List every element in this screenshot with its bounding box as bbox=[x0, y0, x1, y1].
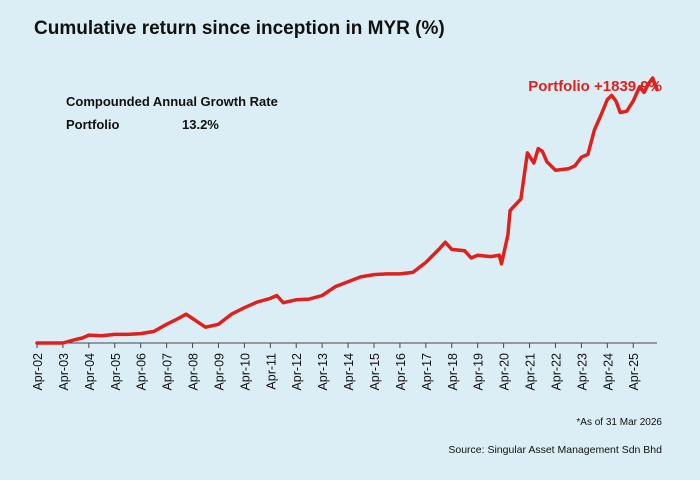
x-tick-label: Apr-05 bbox=[109, 353, 123, 391]
x-tick-label: Apr-09 bbox=[212, 353, 226, 391]
x-tick-label: Apr-21 bbox=[524, 353, 538, 391]
x-axis: Apr-02 Apr-03 Apr-04 Apr-05 Apr-06 Apr-07 Apr-… bbox=[31, 342, 657, 391]
x-tick-label: Apr-20 bbox=[498, 353, 512, 391]
cagr-box: Compounded Annual Growth Rate Portfolio … bbox=[66, 94, 278, 140]
x-tick-label: Apr-03 bbox=[57, 353, 71, 391]
x-tick-label: Apr-25 bbox=[627, 353, 641, 391]
series-line-portfolio bbox=[35, 76, 659, 345]
x-tick-label: Apr-15 bbox=[368, 353, 382, 391]
x-tick-label: Apr-19 bbox=[472, 353, 486, 391]
x-tick-label: Apr-17 bbox=[420, 353, 434, 391]
series-layer bbox=[35, 76, 659, 345]
x-tick-label: Apr-14 bbox=[342, 353, 356, 391]
x-tick-label: Apr-23 bbox=[575, 353, 589, 391]
cagr-heading: Compounded Annual Growth Rate bbox=[66, 94, 278, 109]
x-tick-label: Apr-04 bbox=[83, 353, 97, 391]
x-tick-label: Apr-11 bbox=[264, 353, 278, 390]
x-tick-label: Apr-06 bbox=[135, 353, 149, 391]
source-note: Source: Singular Asset Management Sdn Bh… bbox=[448, 444, 662, 456]
cagr-label: Portfolio bbox=[66, 117, 120, 132]
x-tick-label: Apr-22 bbox=[549, 353, 563, 391]
x-tick-label: Apr-13 bbox=[316, 353, 330, 391]
end-value-label: Portfolio +1839.9% bbox=[528, 78, 662, 95]
x-tick-label: Apr-02 bbox=[31, 353, 45, 391]
x-tick-label: Apr-07 bbox=[161, 353, 175, 391]
cagr-value: 13.2% bbox=[182, 117, 219, 132]
x-tick-label: Apr-08 bbox=[187, 353, 201, 391]
chart-title: Cumulative return since inception in MYR… bbox=[34, 18, 445, 39]
x-tick-label: Apr-24 bbox=[601, 353, 615, 391]
x-tick-label: Apr-10 bbox=[238, 353, 252, 391]
cagr-row: Portfolio 13.2% bbox=[66, 117, 278, 140]
x-tick-label: Apr-16 bbox=[394, 353, 408, 391]
x-tick-label: Apr-12 bbox=[290, 353, 304, 391]
x-tick-label: Apr-18 bbox=[446, 353, 460, 391]
as-of-note: *As of 31 Mar 2026 bbox=[576, 417, 662, 428]
